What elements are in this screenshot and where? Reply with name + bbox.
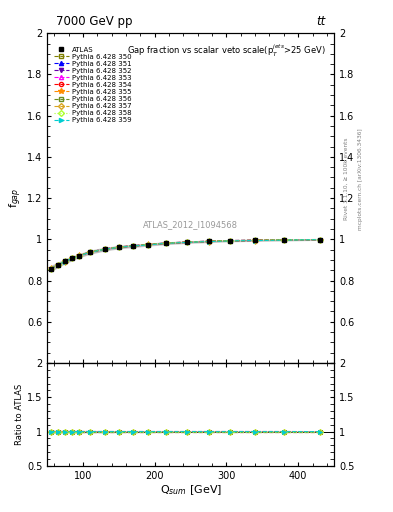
Legend: ATLAS, Pythia 6.428 350, Pythia 6.428 351, Pythia 6.428 352, Pythia 6.428 353, P: ATLAS, Pythia 6.428 350, Pythia 6.428 35… (53, 47, 131, 123)
Text: tt: tt (316, 15, 325, 28)
Y-axis label: Ratio to ATLAS: Ratio to ATLAS (15, 384, 24, 445)
Text: 7000 GeV pp: 7000 GeV pp (56, 15, 132, 28)
Text: mcplots.cern.ch [arXiv:1306.3436]: mcplots.cern.ch [arXiv:1306.3436] (358, 129, 363, 230)
Y-axis label: f$_{gap}$: f$_{gap}$ (8, 188, 24, 208)
X-axis label: Q$_{sum}$ [GeV]: Q$_{sum}$ [GeV] (160, 483, 222, 497)
Text: ATLAS_2012_I1094568: ATLAS_2012_I1094568 (143, 220, 238, 229)
Text: Gap fraction vs scalar veto scale(p$_T^{jets}$>25 GeV): Gap fraction vs scalar veto scale(p$_T^{… (127, 43, 325, 59)
Text: Rivet 3.1.10, ≥ 100k events: Rivet 3.1.10, ≥ 100k events (344, 138, 349, 221)
